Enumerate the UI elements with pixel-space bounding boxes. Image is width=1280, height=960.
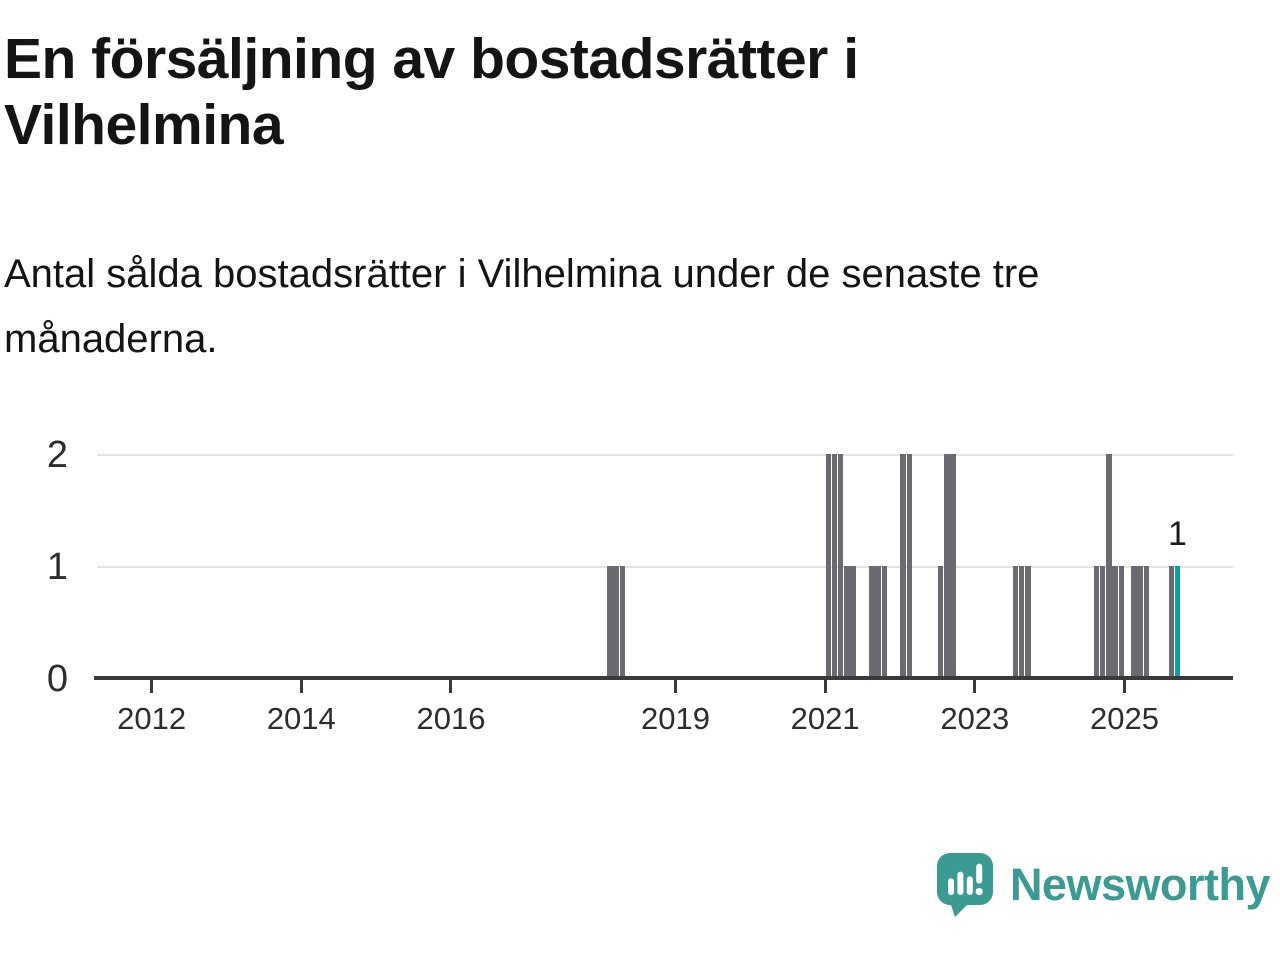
- x-axis-tick: [1122, 680, 1126, 693]
- latest-value-label: 1: [1168, 515, 1187, 553]
- bar: [1093, 566, 1100, 676]
- gridline: [97, 454, 1233, 456]
- bar: [937, 566, 944, 676]
- y-axis-tick-label: 0: [46, 658, 68, 700]
- brand-footer: Newsworthy: [936, 852, 1271, 918]
- bar: [869, 566, 875, 676]
- bar: [837, 454, 844, 676]
- x-axis-line: [94, 676, 1233, 680]
- chart-title: En försäljning av bostadsrätter i Vilhel…: [4, 27, 859, 158]
- x-axis-tick: [973, 680, 977, 693]
- newsworthy-logo-icon: [936, 853, 993, 917]
- y-axis-tick-label: 1: [46, 546, 68, 588]
- bar: [900, 454, 906, 676]
- bar: [1099, 566, 1106, 676]
- x-axis-tick-label: 2012: [117, 701, 187, 736]
- bar: [1025, 566, 1031, 676]
- bar: [825, 454, 832, 676]
- bar: [1143, 566, 1150, 676]
- brand-wordmark: Newsworthy: [1009, 859, 1271, 910]
- x-axis-tick-label: 2019: [640, 701, 710, 736]
- x-axis-tick-label: 2021: [790, 701, 860, 736]
- x-axis-tick: [299, 680, 303, 693]
- bar: [1018, 566, 1025, 676]
- x-axis-tick: [449, 680, 453, 693]
- x-axis-tick-label: 2023: [940, 701, 1010, 736]
- bar: [1137, 566, 1143, 676]
- bar: [831, 454, 838, 676]
- gridline: [97, 566, 1233, 568]
- bar-highlight-latest: [1174, 566, 1181, 676]
- bar: [906, 454, 913, 676]
- x-axis-tick-label: 2025: [1090, 701, 1159, 736]
- y-axis-tick-label: 2: [46, 434, 68, 476]
- x-axis-tick: [823, 680, 827, 693]
- bar: [1118, 566, 1125, 676]
- bar: [875, 566, 881, 676]
- bar: [1106, 454, 1112, 676]
- bar: [844, 566, 850, 676]
- bar: [619, 566, 626, 676]
- bar: [1012, 566, 1019, 676]
- bar: [1112, 566, 1118, 676]
- bar: [1131, 566, 1137, 676]
- bar: [944, 454, 950, 676]
- chart-subtitle: Antal sålda bostadsrätter i Vilhelmina u…: [4, 252, 1040, 362]
- bar: [850, 566, 856, 676]
- bar: [1168, 566, 1174, 676]
- x-axis-tick: [150, 680, 154, 693]
- bar: [881, 566, 888, 676]
- bar: [950, 454, 956, 676]
- bar: [613, 566, 619, 676]
- x-axis-tick-label: 2016: [416, 701, 486, 736]
- x-axis-tick-label: 2014: [266, 701, 336, 736]
- x-axis-tick: [673, 680, 677, 693]
- bar: [607, 566, 613, 676]
